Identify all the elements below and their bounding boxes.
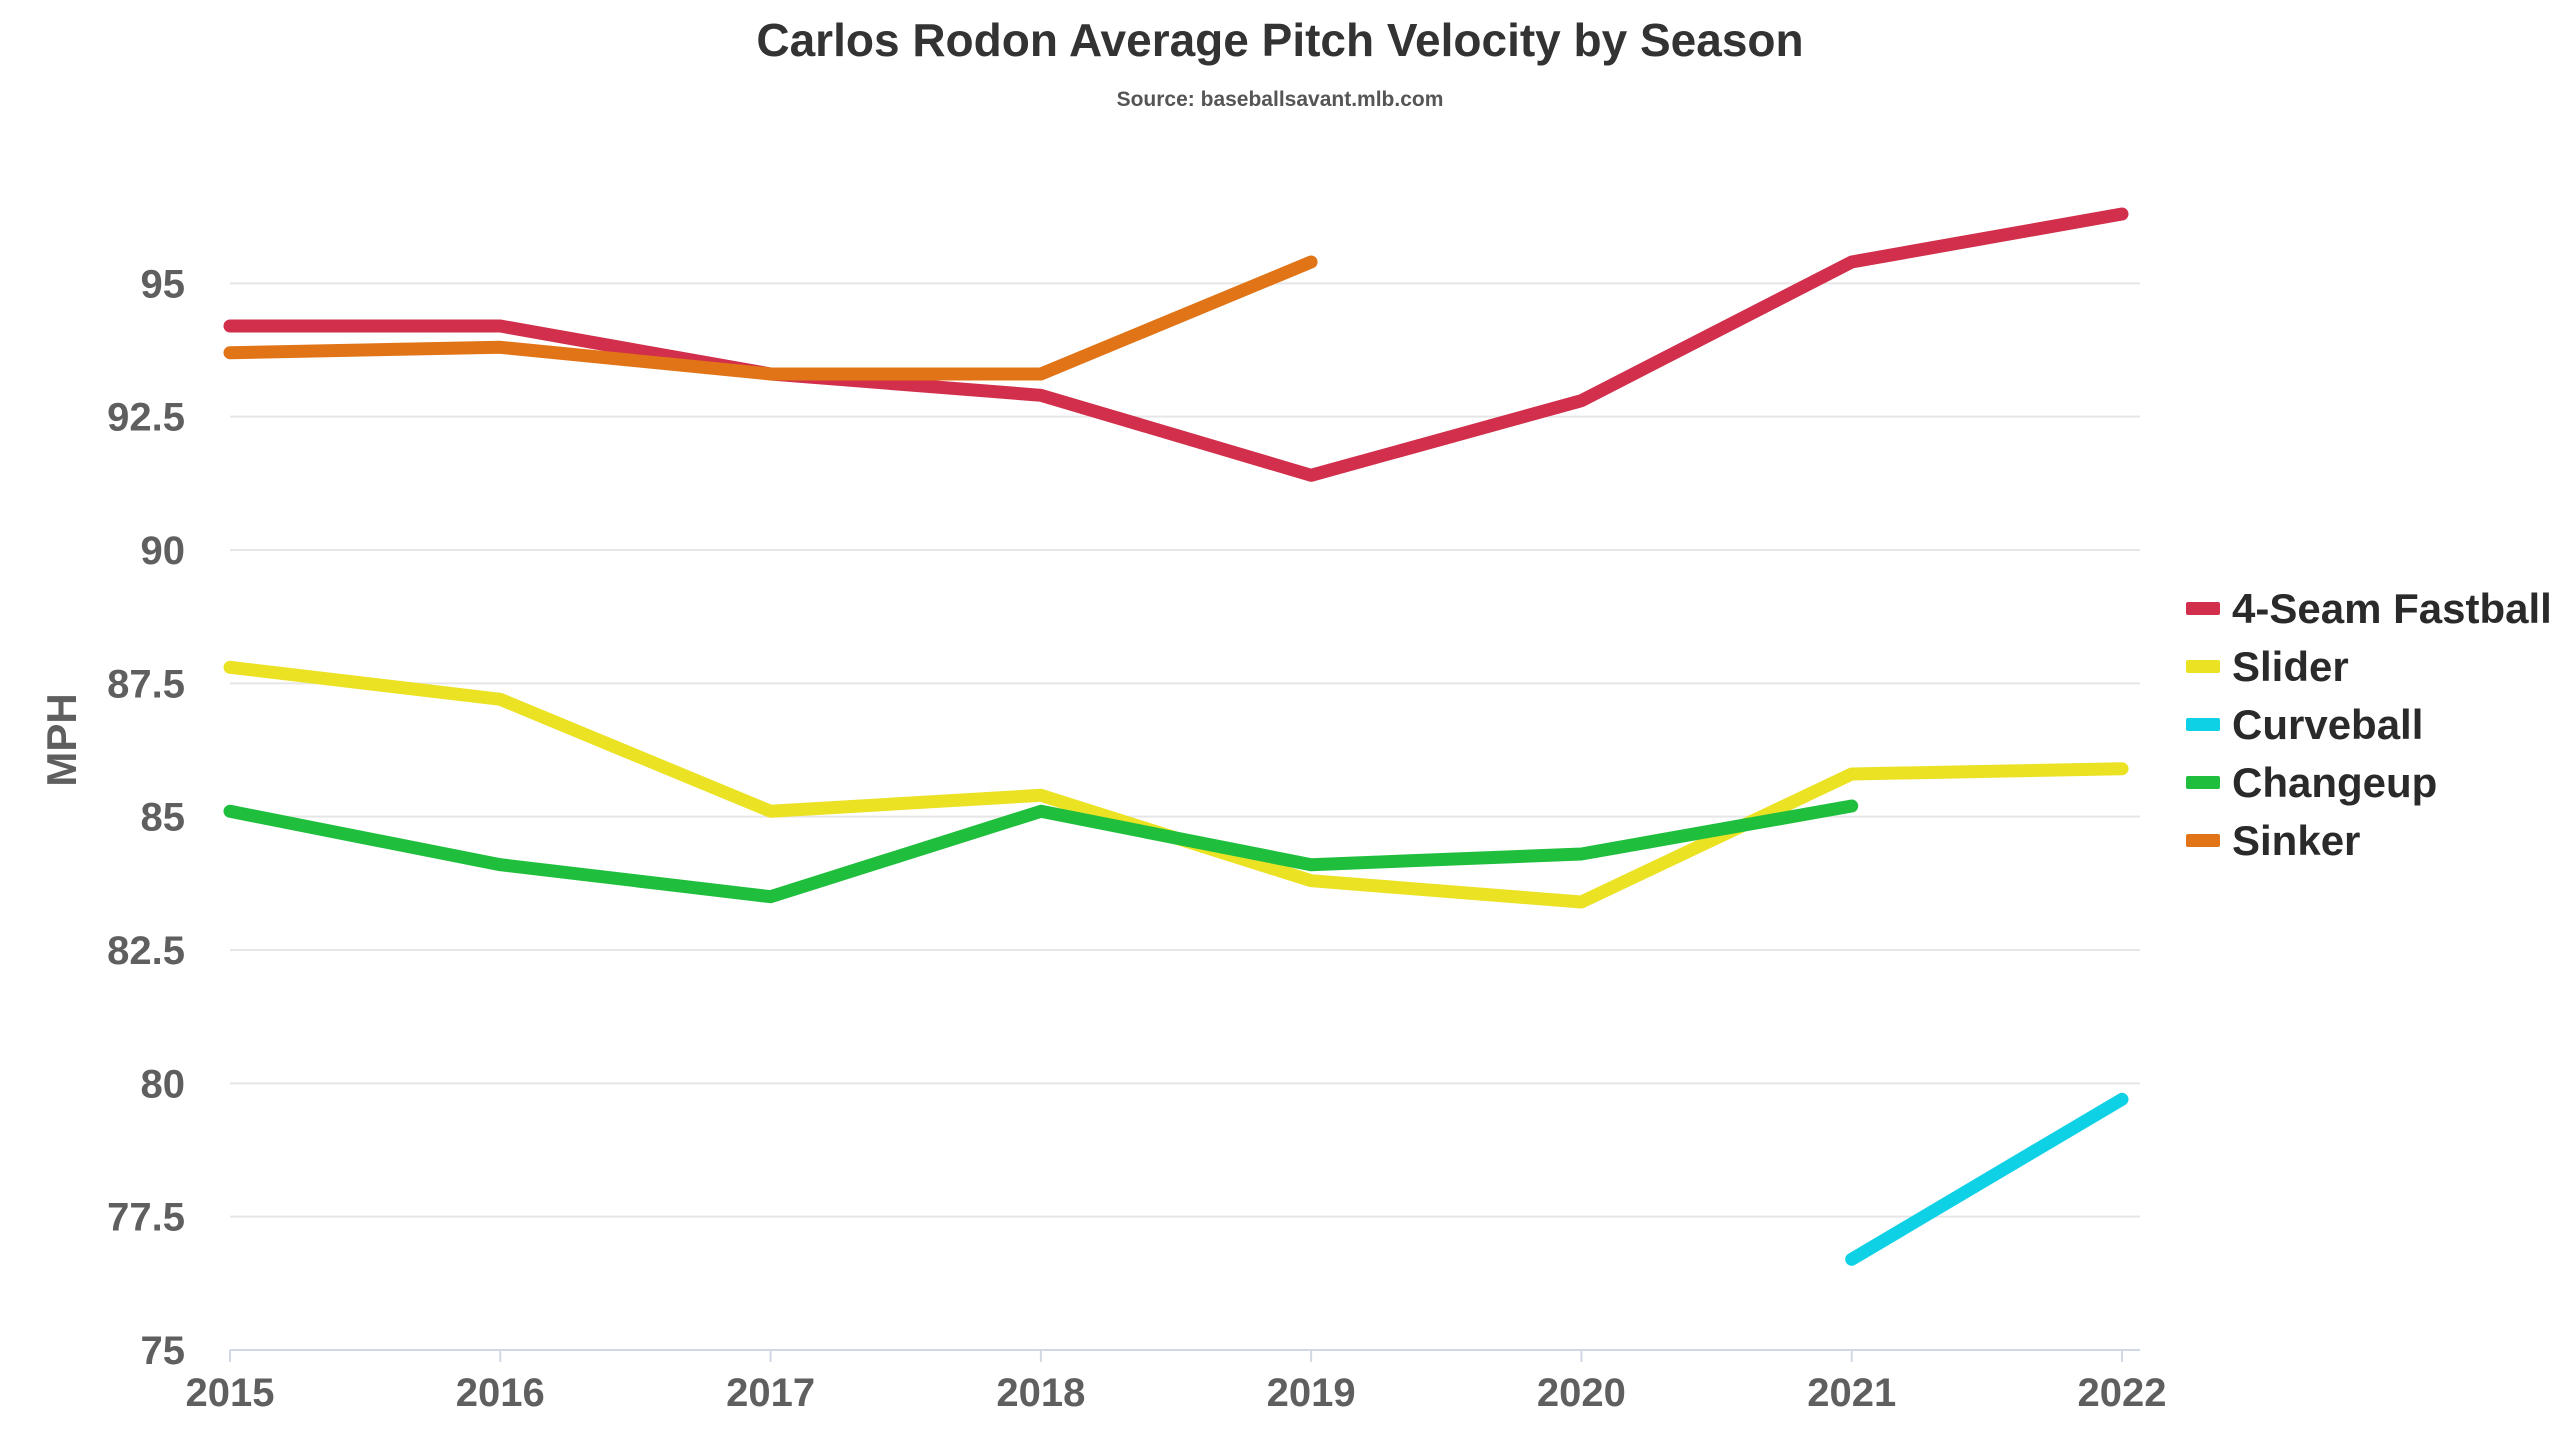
y-tick-label: 85 xyxy=(141,796,186,840)
x-tick-label: 2019 xyxy=(1267,1371,1356,1415)
legend-item-curveball[interactable]: Curveball xyxy=(2186,701,2423,748)
series-line-4-seam-fastball xyxy=(223,207,2129,482)
legend-item-sinker[interactable]: Sinker xyxy=(2186,817,2360,864)
legend-item-4-seam-fastball[interactable]: 4-Seam Fastball xyxy=(2186,585,2552,632)
legend-swatch xyxy=(2186,660,2220,673)
legend-swatch xyxy=(2186,602,2220,615)
y-tick-label: 75 xyxy=(141,1329,186,1373)
x-tick-label: 2022 xyxy=(2078,1371,2167,1415)
legend-label: Sinker xyxy=(2232,817,2360,864)
legend-item-slider[interactable]: Slider xyxy=(2186,643,2349,690)
axes: 75 77.5 80 82.5 85 87.5 90 92.5 95 2015 2016 2017 20… xyxy=(107,262,2166,1415)
x-tick-label: 2015 xyxy=(186,1371,275,1415)
y-axis-title: MPH xyxy=(38,693,85,786)
legend: 4-Seam Fastball Slider Curveball Changeup Si… xyxy=(2186,585,2552,864)
series-line-sinker xyxy=(223,255,1318,381)
gridlines xyxy=(230,282,2140,1218)
legend-swatch xyxy=(2186,776,2220,789)
y-tick-label: 80 xyxy=(141,1062,186,1106)
legend-label: Changeup xyxy=(2232,759,2437,806)
legend-label: Curveball xyxy=(2232,701,2423,748)
x-tick-label: 2021 xyxy=(1807,1371,1896,1415)
legend-item-changeup[interactable]: Changeup xyxy=(2186,759,2437,806)
y-tick-label: 92.5 xyxy=(107,396,185,440)
series-lines xyxy=(223,207,2129,1266)
legend-label: 4-Seam Fastball xyxy=(2232,585,2552,632)
x-tick-label: 2016 xyxy=(456,1371,545,1415)
chart-subtitle: Source: baseballsavant.mlb.com xyxy=(1117,88,1444,111)
x-tick-label: 2018 xyxy=(996,1371,1085,1415)
legend-swatch xyxy=(2186,834,2220,847)
x-tick-label: 2020 xyxy=(1537,1371,1626,1415)
y-tick-label: 95 xyxy=(141,262,186,306)
y-tick-label: 82.5 xyxy=(107,929,185,973)
chart-title: Carlos Rodon Average Pitch Velocity by S… xyxy=(756,14,1803,66)
y-tick-label: 77.5 xyxy=(107,1196,185,1240)
y-tick-label: 90 xyxy=(141,529,186,573)
y-tick-label: 87.5 xyxy=(107,662,185,706)
series-line-changeup xyxy=(223,799,1859,904)
legend-swatch xyxy=(2186,718,2220,731)
series-line-curveball xyxy=(1845,1092,2129,1266)
x-tick-label: 2017 xyxy=(726,1371,815,1415)
legend-label: Slider xyxy=(2232,643,2349,690)
